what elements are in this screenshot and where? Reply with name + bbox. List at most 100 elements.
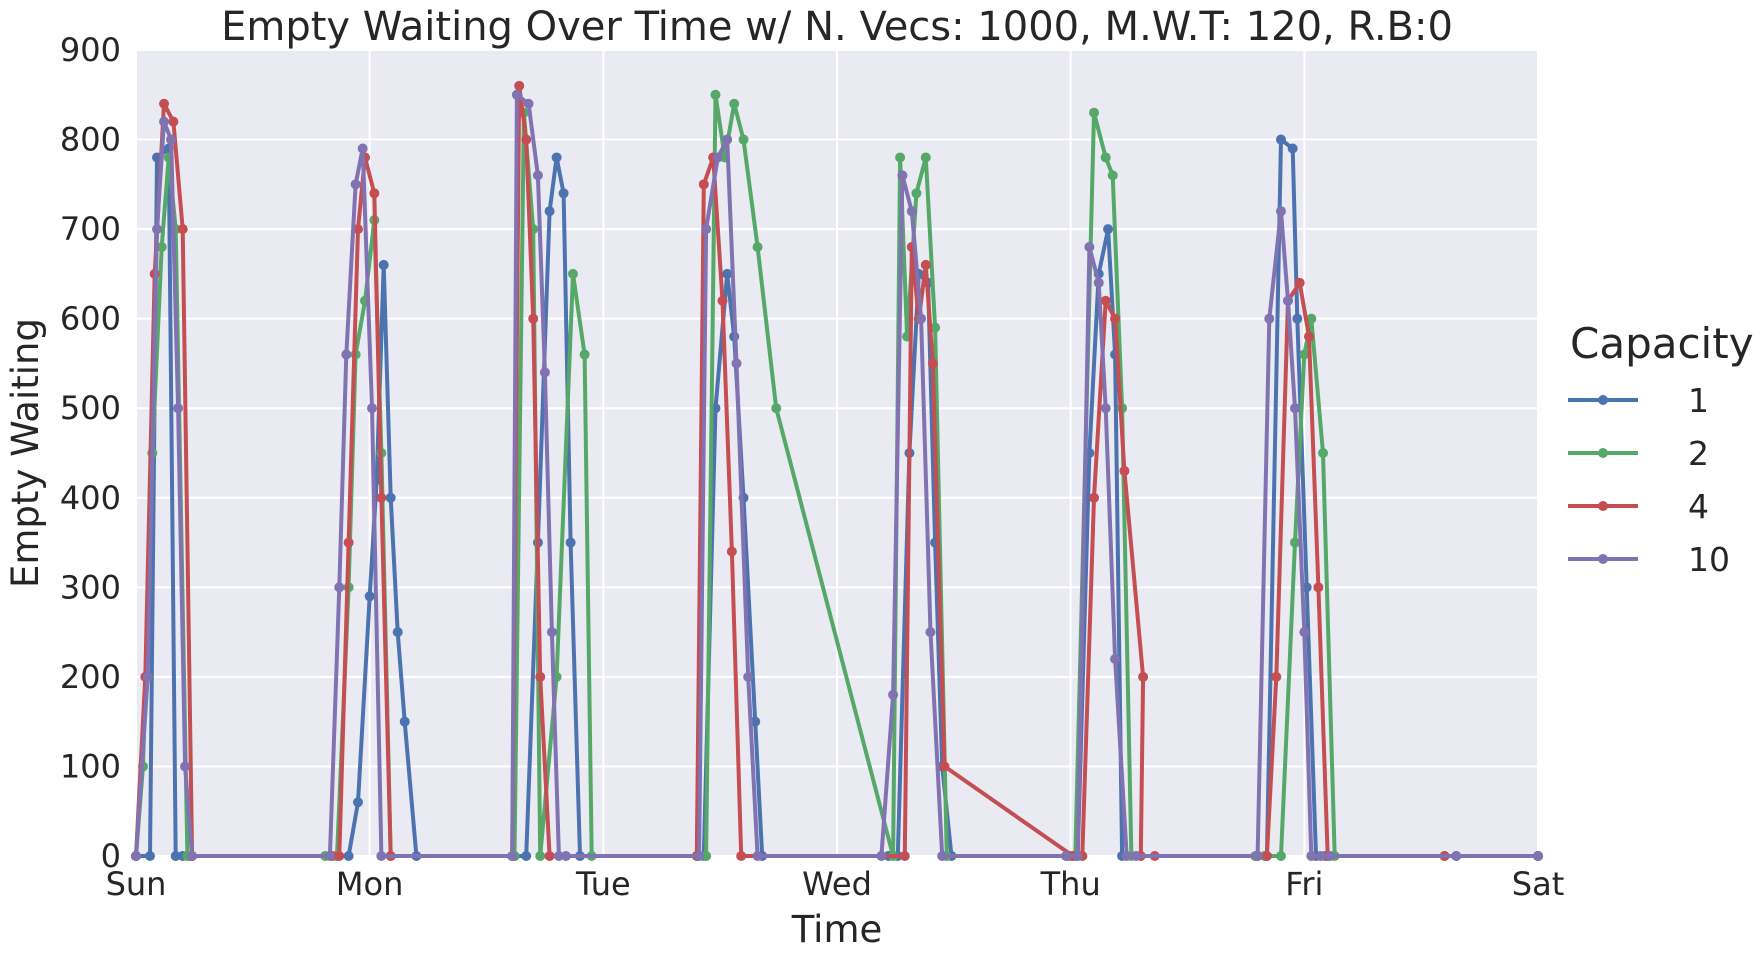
data-point [876,851,887,861]
data-point [750,716,761,727]
data-point [357,143,368,154]
data-point [1292,313,1303,324]
data-point [1110,313,1121,324]
data-point [897,170,908,181]
x-tick-label: Mon [336,865,403,903]
data-point [180,761,191,772]
data-point [173,403,184,414]
x-tick-label: Fri [1285,865,1323,903]
data-point [939,761,950,772]
data-point [156,242,167,253]
data-point [521,134,532,145]
data-point [385,492,396,503]
data-point [906,206,917,217]
data-point [558,188,569,199]
data-point [701,851,712,861]
data-point [343,537,354,548]
data-point [888,689,899,700]
data-point [701,224,712,235]
data-point [911,188,922,199]
legend-marker [1598,554,1608,564]
data-point [131,851,141,861]
series-10 [131,89,1543,861]
data-point [376,851,387,861]
legend-item: 10 [1568,540,1730,579]
y-tick-label: 800 [60,121,121,159]
legend-marker [1598,501,1608,511]
data-point [352,797,363,808]
y-tick-label: 300 [60,568,121,606]
data-point [899,851,910,861]
legend-label: 4 [1688,487,1709,526]
grid [135,49,1539,857]
y-tick-label: 600 [60,300,121,338]
data-point [376,492,387,503]
x-tick-labels: Sun Mon Tue Wed Thu Fri Sat [106,865,1565,903]
data-point [1089,107,1100,118]
data-point [1271,671,1282,682]
data-point [1451,851,1462,861]
data-point [1121,851,1132,861]
data-point [152,224,163,235]
data-point [177,224,188,235]
data-point [771,403,782,414]
data-point [1060,851,1071,861]
x-tick-label: Wed [802,865,872,903]
data-point [1318,448,1329,458]
data-point [553,851,564,861]
data-point [743,671,754,682]
data-point [738,134,749,145]
data-point [698,179,709,190]
data-point [142,671,153,682]
data-point [350,179,361,190]
data-point [722,268,733,279]
data-point [166,134,177,145]
y-tick-label: 100 [60,747,121,785]
data-point [925,627,936,638]
data-point [364,591,375,602]
data-point [1306,313,1317,324]
data-point [927,358,938,369]
x-tick-label: Sat [1512,865,1564,903]
data-point [1304,331,1315,342]
data-point [1315,851,1326,861]
data-point [187,851,198,861]
data-point [579,349,590,360]
y-tick-label: 0 [101,837,121,875]
legend-label: 10 [1688,540,1730,579]
data-point [1289,537,1300,548]
data-point [1252,851,1263,861]
data-point [916,313,927,324]
data-point [1084,242,1095,253]
data-point [1264,313,1275,324]
data-point [535,851,546,861]
legend-marker [1598,395,1608,405]
data-point [1103,224,1114,235]
data-point [532,170,543,181]
data-point [343,851,354,861]
data-point [722,134,733,145]
y-tick-label: 700 [60,210,121,248]
data-point [1100,295,1111,306]
data-point [1072,851,1083,861]
data-point [1325,851,1336,861]
data-point [145,851,156,861]
legend-label: 1 [1688,381,1709,420]
x-tick-label: Tue [575,865,631,903]
data-point [710,89,721,100]
data-point [378,259,389,270]
data-point [729,98,740,109]
data-point [341,349,352,360]
data-point [930,322,941,333]
data-point [544,851,555,861]
data-point [399,716,410,727]
data-point [159,98,170,109]
data-point [511,89,522,100]
data-point [551,152,562,163]
data-point [324,851,335,861]
data-point [1294,277,1305,288]
legend-label: 2 [1688,434,1709,473]
data-point [507,851,518,861]
y-axis-label: Empty Waiting [4,318,47,588]
